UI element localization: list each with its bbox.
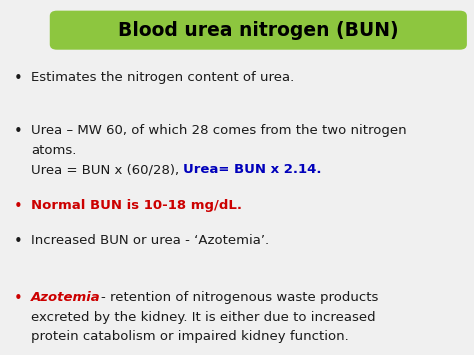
Text: Increased BUN or urea - ‘Azotemia’.: Increased BUN or urea - ‘Azotemia’. [31,234,269,247]
FancyBboxPatch shape [50,11,467,50]
Text: Normal BUN is 10-18 mg/dL.: Normal BUN is 10-18 mg/dL. [31,199,242,212]
Text: Urea = BUN x (60/28),: Urea = BUN x (60/28), [31,163,183,176]
Text: atoms.: atoms. [31,144,76,157]
Text: •: • [14,291,23,306]
Text: Estimates the nitrogen content of urea.: Estimates the nitrogen content of urea. [31,71,294,84]
Text: protein catabolism or impaired kidney function.: protein catabolism or impaired kidney fu… [31,330,348,343]
Text: •: • [14,199,23,214]
Text: - retention of nitrogenous waste products: - retention of nitrogenous waste product… [100,291,378,304]
Text: Urea – MW 60, of which 28 comes from the two nitrogen: Urea – MW 60, of which 28 comes from the… [31,124,406,137]
Text: Azotemia: Azotemia [31,291,100,304]
Text: Blood urea nitrogen (BUN): Blood urea nitrogen (BUN) [118,21,399,40]
Text: •: • [14,124,23,139]
Text: •: • [14,234,23,249]
Text: •: • [14,71,23,86]
Text: Urea= BUN x 2.14.: Urea= BUN x 2.14. [183,163,322,176]
Text: excreted by the kidney. It is either due to increased: excreted by the kidney. It is either due… [31,311,375,324]
